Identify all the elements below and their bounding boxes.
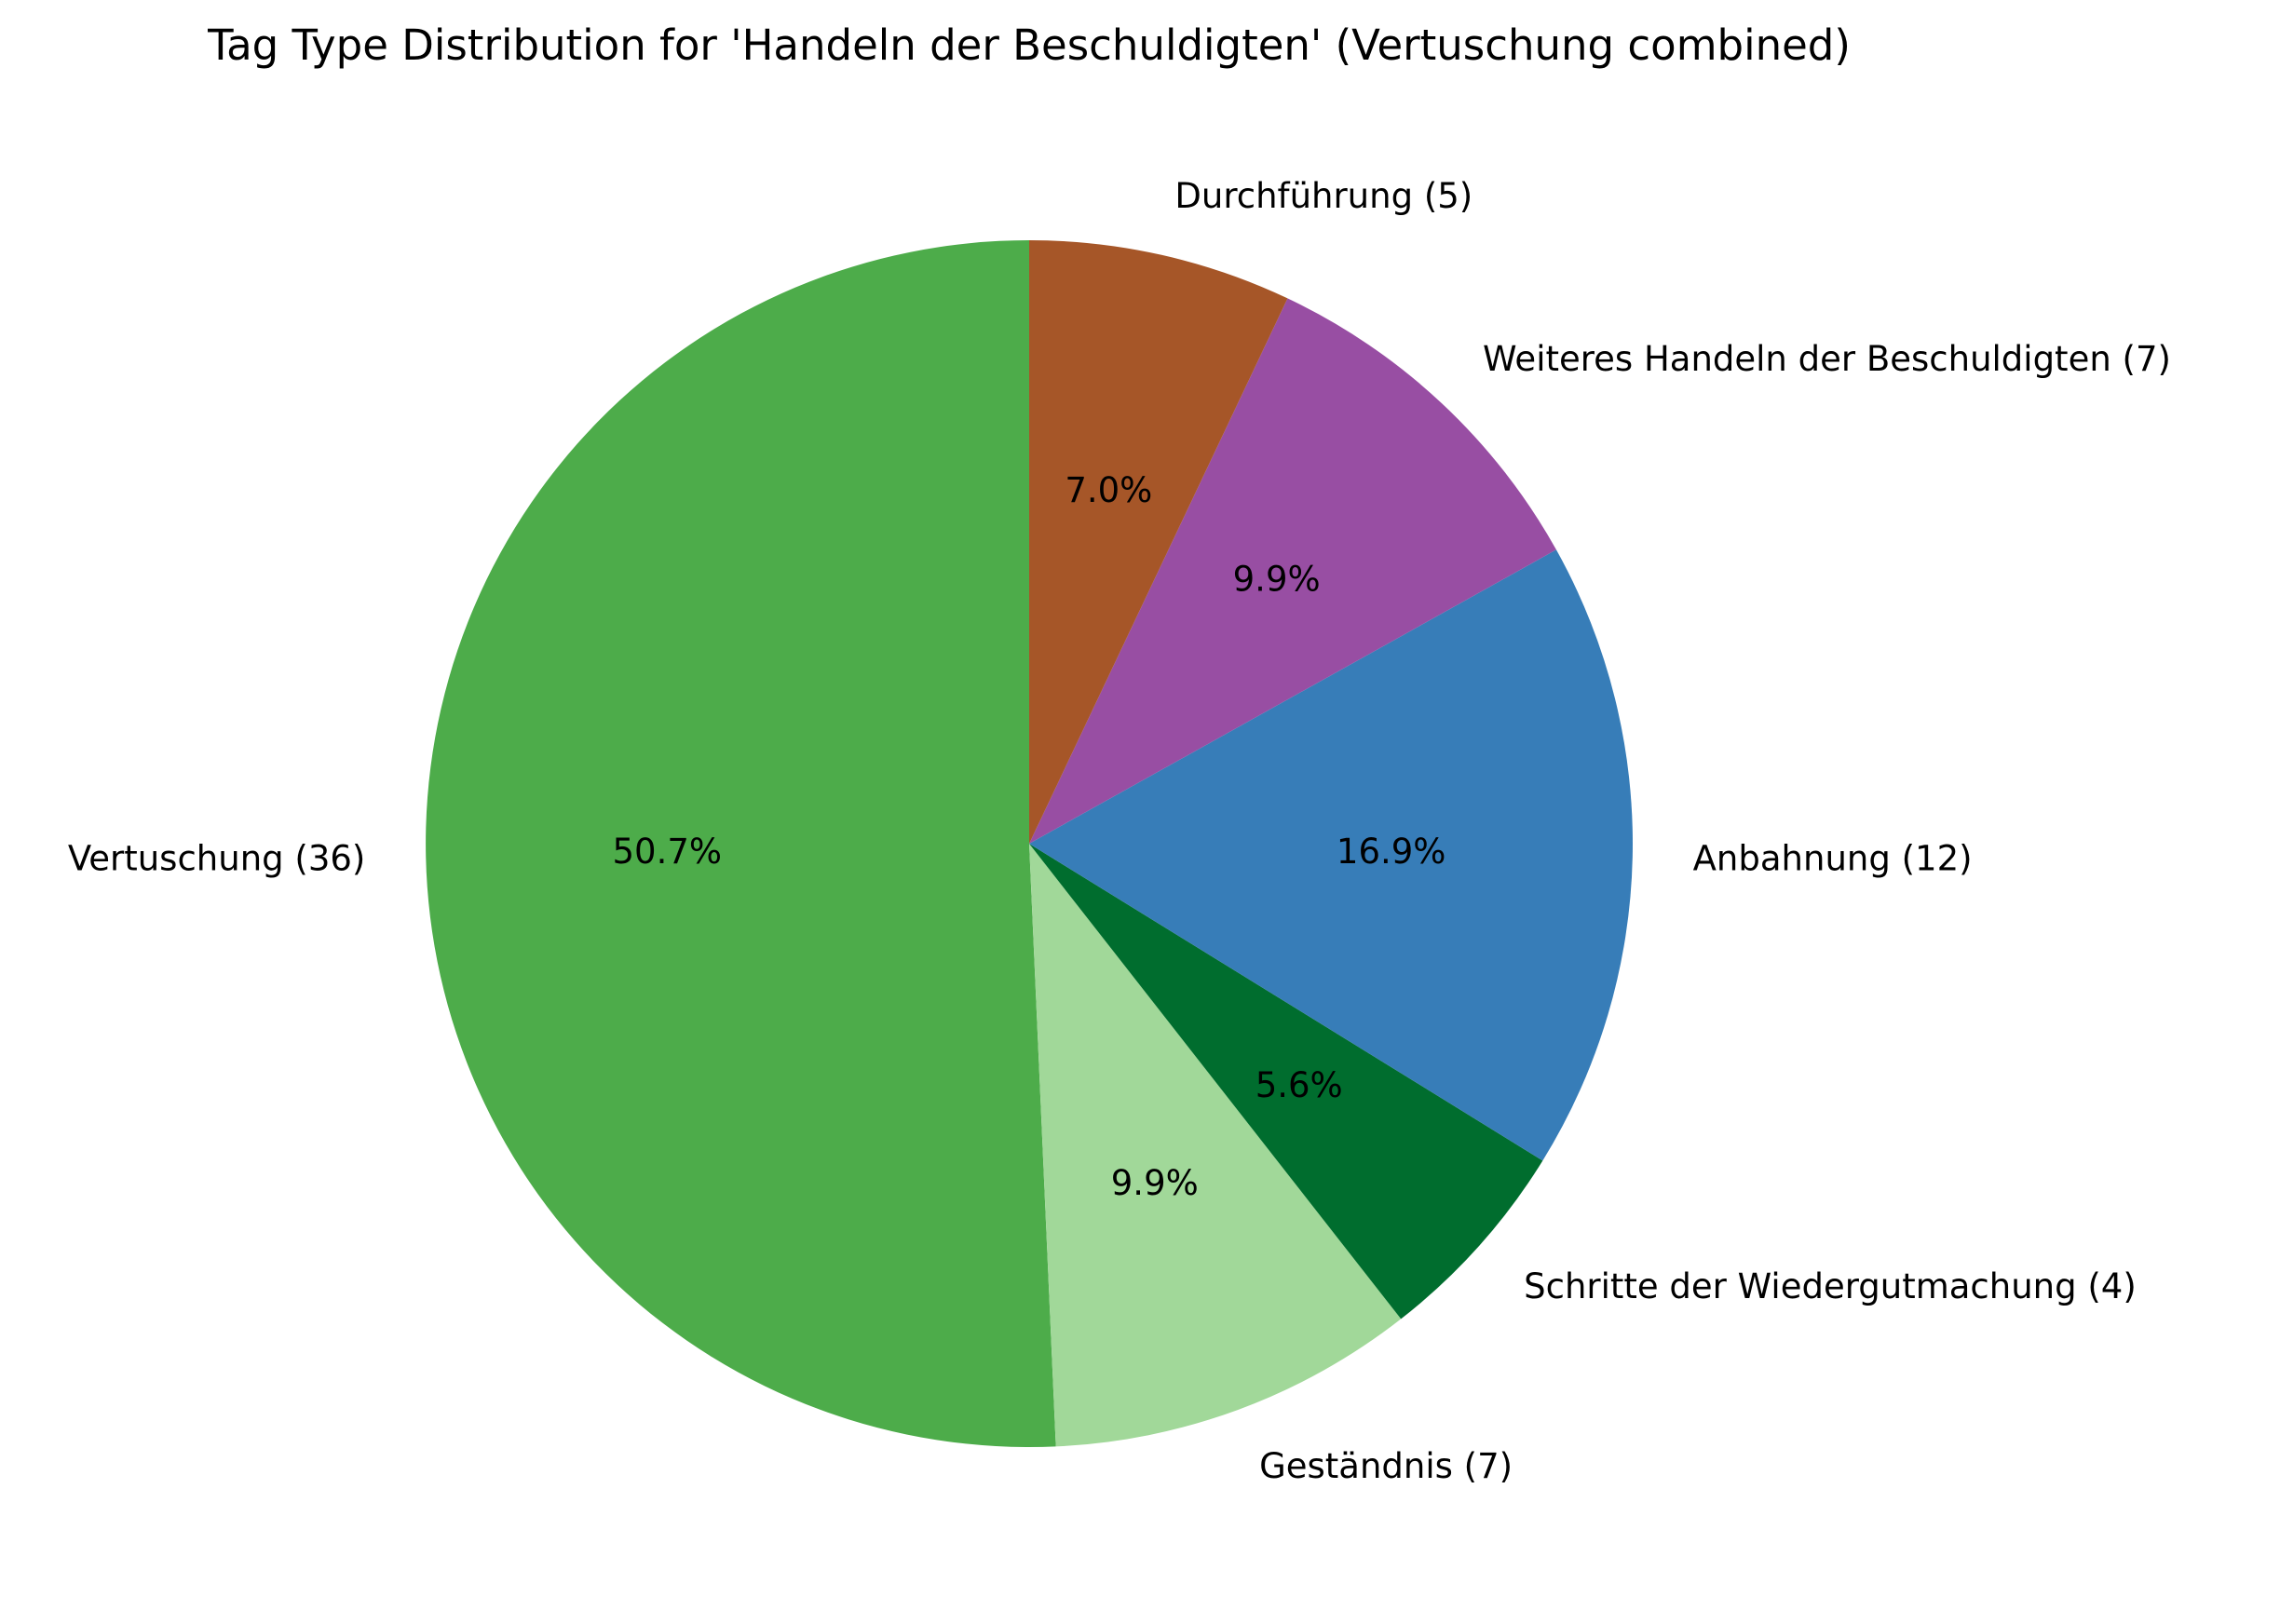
pie-slice-gestaendnis — [1029, 844, 1402, 1447]
percent-label-vertuschung: 50.7% — [613, 832, 723, 872]
chart-title: Tag Type Distribution for 'Handeln der B… — [207, 20, 1851, 70]
percent-label-anbahnung: 16.9% — [1337, 832, 1446, 872]
percent-label-schritte-der-wiedergutmachung: 5.6% — [1255, 1065, 1343, 1105]
percent-label-weiteres-handeln-der-beschuldigten: 9.9% — [1233, 560, 1321, 600]
pie-slice-durchfuehrung — [1029, 240, 1288, 844]
percent-label-durchfuehrung: 7.0% — [1065, 470, 1152, 510]
slice-label-vertuschung: Vertuschung (36) — [68, 838, 366, 878]
pie-slice-schritte-der-wiedergutmachung — [1029, 844, 1543, 1320]
pie-slice-anbahnung — [1029, 549, 1633, 1161]
slice-label-weiteres-handeln-der-beschuldigten: Weiteres Handeln der Beschuldigten (7) — [1483, 339, 2171, 379]
percent-label-gestaendnis: 9.9% — [1111, 1163, 1199, 1203]
slice-labels: Vertuschung (36) Geständnis (7) Schritte d… — [68, 176, 2171, 1486]
percent-labels: 50.7% 9.9% 5.6% 16.9% 9.9% 7.0% — [613, 470, 1446, 1203]
pie-slice-vertuschung — [426, 240, 1056, 1447]
slice-label-anbahnung: Anbahnung (12) — [1693, 838, 1973, 878]
pie-slices — [426, 240, 1633, 1447]
slice-label-gestaendnis: Geständnis (7) — [1259, 1446, 1513, 1486]
pie-slice-weiteres-handeln-der-beschuldigten — [1029, 298, 1556, 844]
slice-label-durchfuehrung: Durchführung (5) — [1174, 176, 1472, 216]
slice-label-schritte-der-wiedergutmachung: Schritte der Wiedergutmachung (4) — [1524, 1266, 2137, 1306]
